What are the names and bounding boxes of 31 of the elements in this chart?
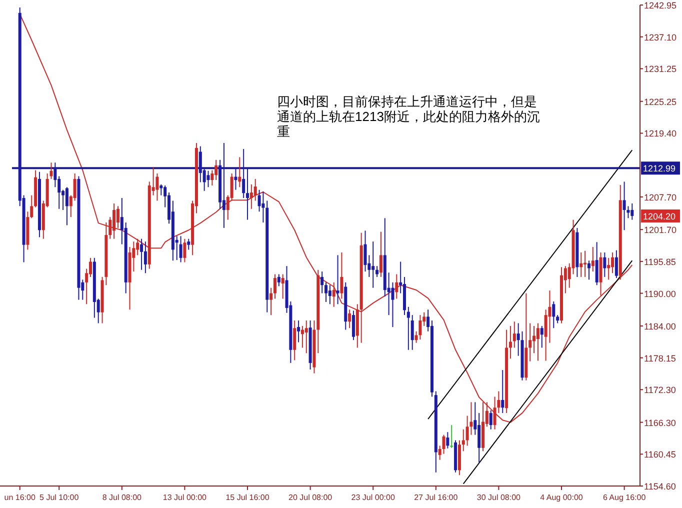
x-tick-label: 27 Jul 16:00: [414, 493, 458, 502]
x-tick-label: 20 Jul 08:00: [288, 493, 332, 502]
x-tick-label: 4 Aug 00:00: [540, 493, 583, 502]
y-tick-label: 1160.45: [644, 450, 676, 460]
y-tick-label: 1237.10: [644, 32, 677, 42]
y-tick-label: 1225.25: [644, 96, 677, 107]
x-tick-label: 8 Jul 08:00: [102, 493, 142, 502]
y-tick-label: 1190.00: [644, 288, 676, 299]
y-tick-label: 1178.15: [644, 353, 676, 364]
y-tick-label: 1184.00: [644, 321, 676, 332]
y-tick-label: 1231.25: [644, 64, 677, 74]
y-tick-label: 1219.40: [644, 128, 677, 139]
x-tick-label: 30 Jul 08:00: [476, 493, 520, 502]
y-tick-label: 1172.30: [644, 385, 676, 396]
x-tick-label: 6 Aug 16:00: [602, 493, 646, 502]
annotation: 1204.20: [643, 211, 676, 222]
x-tick-label: 23 Jul 00:00: [351, 493, 395, 502]
x-tick-label: 13 Jul 00:00: [162, 493, 206, 502]
y-tick-label: 1242.95: [644, 0, 677, 10]
x-tick-label: un 16:00: [4, 493, 36, 502]
y-tick-label: 1166.30: [644, 418, 676, 428]
x-tick-label: 15 Jul 16:00: [226, 493, 270, 502]
y-tick-label: 1207.70: [644, 192, 677, 202]
ref-line-label: 1212.99: [643, 164, 676, 174]
y-tick-label: 1195.85: [644, 256, 676, 267]
price-label: 1204.20: [641, 209, 680, 222]
y-tick-label: 1201.70: [644, 225, 677, 236]
ref-label: 1212.99: [641, 162, 680, 175]
note: 四小时图，目前保持在上升通道运行中，但是通道的上轨在1213附近，此处的阻力格外的沉重: [277, 94, 540, 139]
x-tick-label: 5 Jul 10:00: [40, 493, 79, 502]
y-tick-label: 1154.60: [644, 482, 676, 492]
